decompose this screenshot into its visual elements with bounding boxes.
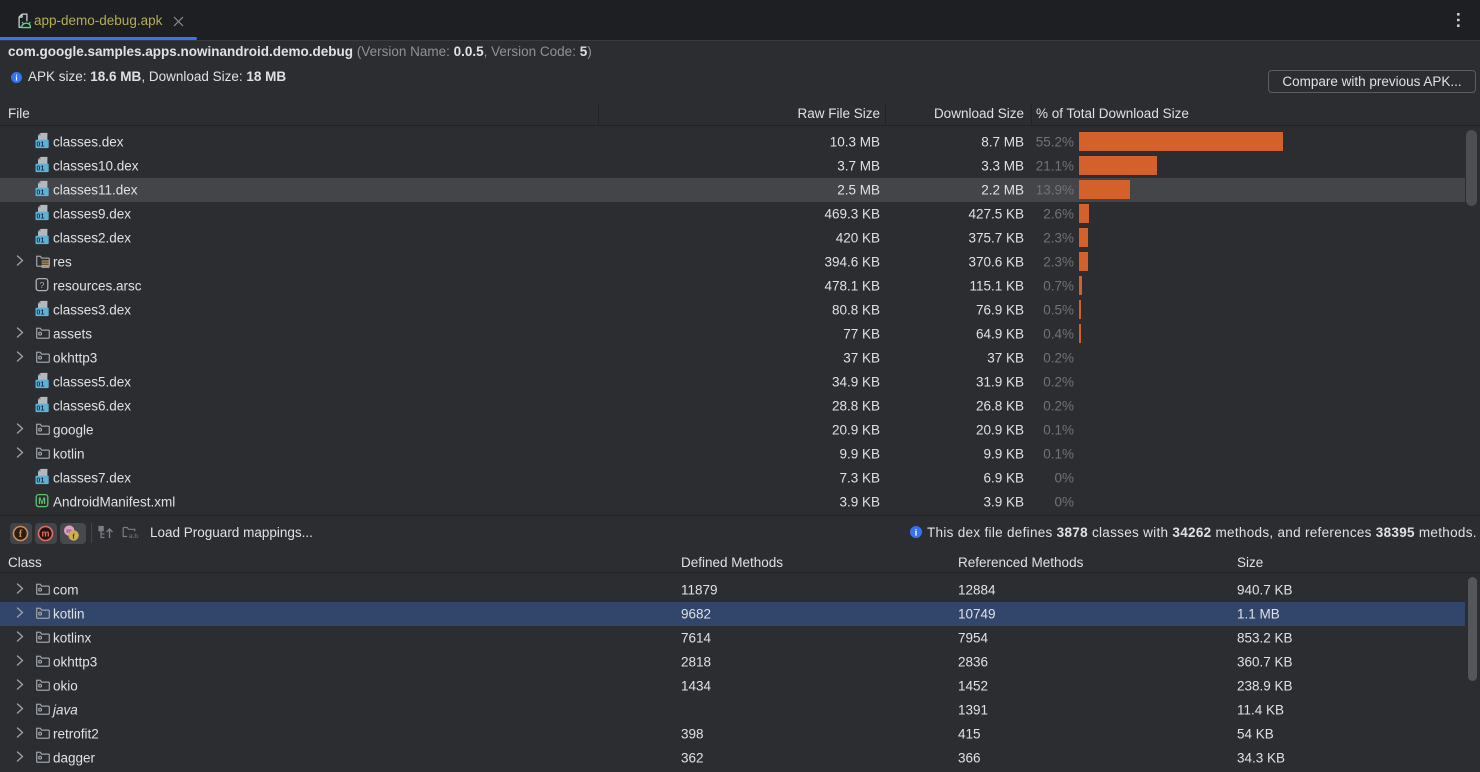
svg-text:01: 01 (36, 475, 44, 484)
svg-text:M: M (38, 496, 46, 506)
svg-text:01: 01 (36, 139, 44, 148)
svg-text:m: m (66, 528, 72, 535)
svg-text:i: i (15, 74, 18, 83)
svg-text:01: 01 (36, 403, 44, 412)
svg-text:01: 01 (36, 163, 44, 172)
svg-text:f: f (72, 531, 75, 540)
svg-text:m: m (41, 529, 49, 539)
svg-text:?: ? (40, 280, 45, 290)
svg-text:f: f (19, 529, 23, 540)
svg-text:i: i (915, 527, 918, 537)
svg-text:01: 01 (36, 187, 44, 196)
svg-text:01: 01 (36, 211, 44, 220)
svg-text:01: 01 (36, 235, 44, 244)
svg-text:01: 01 (36, 379, 44, 388)
svg-text:01: 01 (36, 307, 44, 316)
svg-text:a.b: a.b (129, 533, 138, 540)
